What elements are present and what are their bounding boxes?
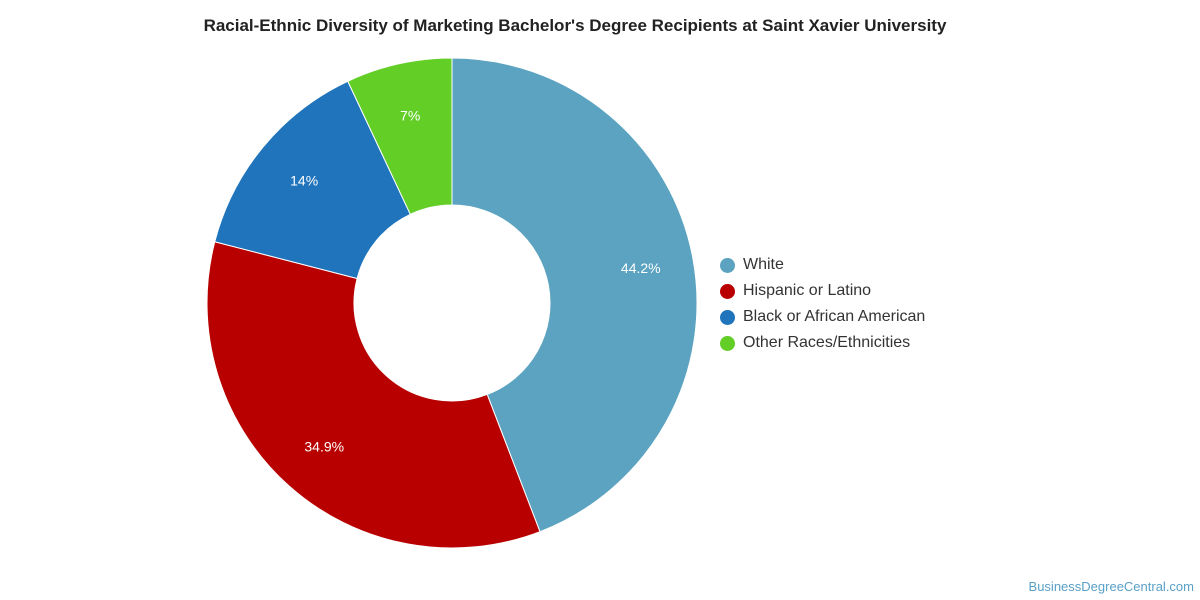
slice-other-races-ethnicities[interactable] [347,57,453,215]
source-credit[interactable]: BusinessDegreeCentral.com [1028,579,1194,594]
chart-legend: White Hispanic or Latino Black or Africa… [720,252,925,356]
legend-item-black-or-african-american[interactable]: Black or African American [720,304,925,330]
legend-item-white[interactable]: White [720,252,925,278]
data-label-hispanic-or-latino: 34.9% [304,438,344,454]
slice-hispanic-or-latino[interactable] [206,241,541,549]
legend-item-hispanic-or-latino[interactable]: Hispanic or Latino [720,278,925,304]
legend-swatch-white [720,257,735,273]
data-label-black-or-african-american: 14% [290,172,318,188]
legend-label-hispanic-or-latino: Hispanic or Latino [743,282,872,299]
data-label-white: 44.2% [621,260,661,276]
slice-black-or-african-american[interactable] [214,80,411,280]
data-label-other-races-ethnicities: 7% [400,108,420,124]
legend-label-other-races: Other Races/Ethnicities [743,334,911,351]
legend-swatch-hispanic-or-latino [720,283,735,299]
slice-white[interactable] [451,57,698,533]
legend-swatch-other-races [720,335,735,351]
legend-item-other-races[interactable]: Other Races/Ethnicities [720,330,925,356]
legend-label-black-or-african-american: Black or African American [743,308,926,325]
legend-label-white: White [743,256,784,273]
legend-swatch-black-or-african-american [720,309,735,325]
chart-title: Racial-Ethnic Diversity of Marketing Bac… [203,16,947,35]
